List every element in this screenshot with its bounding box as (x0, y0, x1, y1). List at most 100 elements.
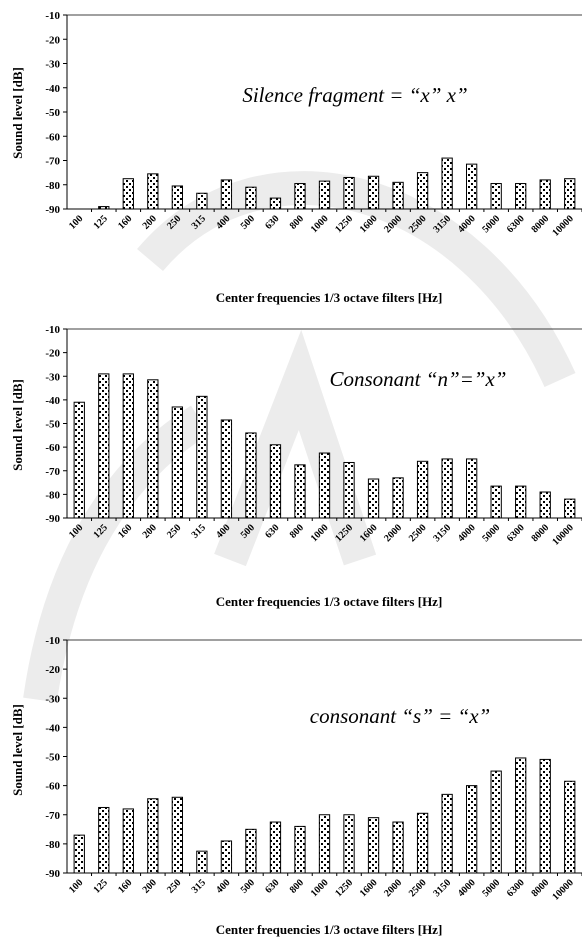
x-tick-label: 630 (263, 213, 281, 231)
x-tick-label: 630 (263, 877, 281, 895)
x-tick-label: 2500 (407, 522, 429, 544)
bar-10000 (564, 178, 576, 210)
y-tick-label: -70 (45, 466, 60, 478)
bar-160 (122, 373, 134, 519)
bar-100 (73, 401, 85, 519)
bar-630 (269, 821, 282, 874)
x-tick-label: 10000 (550, 522, 575, 547)
bar-125 (98, 373, 110, 519)
bar-6300 (515, 485, 527, 519)
x-axis-ticks: 100 125 160 200 250 315 400 500 630 800 1000 1250 16… (67, 873, 582, 903)
bar-250 (171, 185, 184, 210)
bar-10000 (564, 780, 576, 874)
bar-200 (147, 173, 159, 210)
bar-8000 (539, 758, 551, 874)
x-tick-label: 5000 (480, 877, 502, 899)
x-tick-label: 1250 (333, 213, 355, 235)
bar-3150 (441, 157, 453, 210)
bar-1000 (318, 452, 331, 519)
x-tick-label: 315 (190, 522, 208, 540)
y-axis-ticks: -10 -20 -30 -40 -50 -60 -70 -80 -90 (45, 635, 67, 880)
y-tick-label: -20 (45, 664, 60, 676)
x-tick-label: 1000 (309, 522, 331, 544)
y-axis-title: Sound level [dB] (10, 67, 25, 159)
x-tick-label: 6300 (505, 213, 527, 235)
x-tick-label: 1000 (309, 877, 331, 899)
x-tick-label: 800 (288, 522, 306, 540)
y-tick-label: -60 (45, 442, 60, 454)
y-tick-label: -80 (45, 180, 60, 192)
bar-100 (73, 834, 85, 874)
y-tick-label: -40 (45, 395, 60, 407)
bar-500 (245, 186, 257, 210)
bar-8000 (539, 179, 551, 210)
bar-400 (220, 840, 233, 874)
x-axis-ticks: 100 125 160 200 250 315 400 500 630 800 1000 1250 16… (67, 209, 582, 239)
x-tick-label: 400 (214, 877, 232, 895)
bar-200 (147, 379, 159, 519)
y-tick-label: -10 (45, 10, 60, 22)
bar-160 (122, 178, 134, 210)
bar-800 (294, 825, 306, 874)
x-tick-label: 4000 (456, 877, 478, 899)
x-tick-label: 3150 (431, 522, 453, 544)
y-tick-label: -90 (45, 513, 60, 525)
x-tick-label: 1250 (333, 877, 355, 899)
y-tick-label: -40 (45, 722, 60, 734)
x-tick-label: 5000 (480, 522, 502, 544)
x-tick-label: 3150 (431, 877, 453, 899)
bar-315 (196, 850, 208, 874)
x-axis-ticks: 100 125 160 200 250 315 400 500 630 800 1000 1250 16… (67, 518, 582, 548)
x-tick-label: 200 (141, 877, 159, 895)
y-tick-label: -60 (45, 781, 60, 793)
x-tick-label: 6300 (505, 877, 527, 899)
y-tick-label: -10 (45, 324, 60, 336)
x-tick-label: 10000 (550, 213, 575, 238)
x-tick-label: 10000 (550, 877, 575, 902)
x-tick-label: 800 (288, 213, 306, 231)
x-tick-label: 2000 (382, 877, 404, 899)
bar-6300 (515, 183, 527, 210)
x-tick-label: 500 (239, 877, 257, 895)
bar-3150 (441, 793, 453, 874)
y-tick-label: -70 (45, 810, 60, 822)
bar-4000 (465, 458, 478, 519)
x-tick-label: 200 (141, 522, 159, 540)
chart-title: consonant “s” = “x” (310, 704, 490, 728)
chart-panel-consonant-s: consonant “s” = “x” Sound level [dB] Cen… (10, 635, 582, 937)
bar-160 (122, 808, 134, 874)
watermark (23, 171, 576, 703)
bar-800 (294, 183, 306, 210)
bar-2500 (416, 460, 429, 519)
x-tick-label: 2000 (382, 522, 404, 544)
y-tick-label: -30 (45, 59, 60, 71)
y-tick-label: -90 (45, 868, 60, 880)
x-tick-label: 8000 (529, 522, 551, 544)
bar-1250 (343, 814, 355, 874)
bar-315 (196, 192, 208, 210)
bar-250 (171, 406, 184, 519)
bar-1600 (367, 175, 380, 210)
bar-1250 (343, 176, 355, 210)
x-tick-label: 100 (67, 877, 85, 895)
bar-250 (171, 796, 184, 874)
y-tick-label: -60 (45, 131, 60, 143)
bar-8000 (539, 491, 551, 519)
x-tick-label: 125 (92, 213, 110, 231)
y-tick-label: -80 (45, 489, 60, 501)
bar-400 (220, 419, 233, 519)
x-tick-label: 160 (116, 213, 134, 231)
y-tick-label: -40 (45, 83, 60, 95)
bar-800 (294, 464, 306, 519)
bar-630 (269, 444, 282, 519)
bar-10000 (564, 498, 576, 519)
y-tick-label: -90 (45, 204, 60, 216)
x-axis-title: Center frequencies 1/3 octave filters [H… (216, 290, 443, 305)
bar-1250 (343, 461, 355, 519)
x-tick-label: 4000 (456, 213, 478, 235)
chart-title: Silence fragment = “x” x” (242, 83, 467, 107)
y-axis-ticks: -10 -20 -30 -40 -50 -60 -70 -80 -90 (45, 324, 67, 525)
bar-1000 (318, 180, 331, 210)
bar-200 (147, 798, 159, 874)
x-tick-label: 250 (165, 877, 183, 895)
